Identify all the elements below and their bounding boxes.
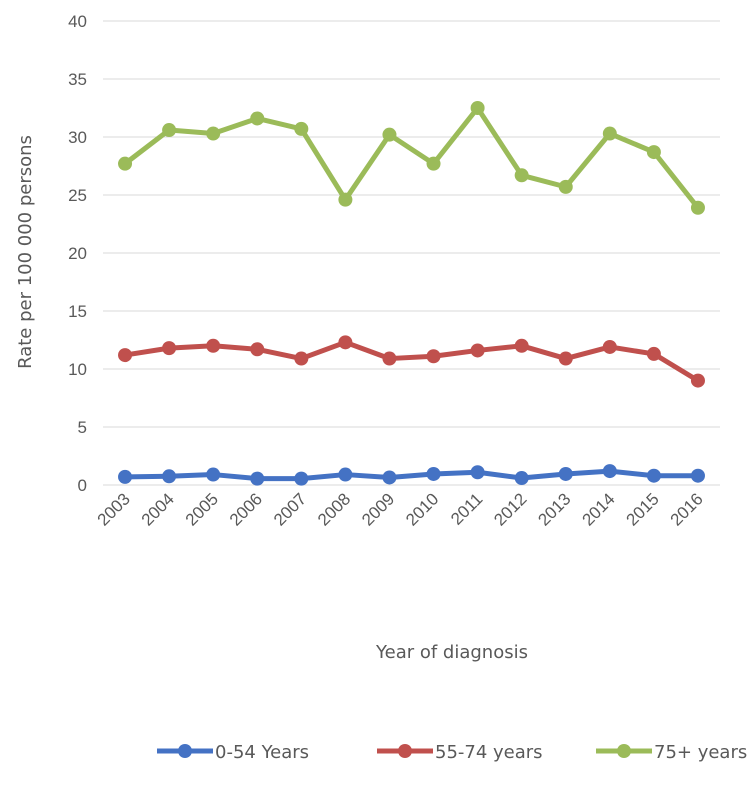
legend-item: 55-74 years bbox=[377, 742, 543, 763]
x-tick-label: 2007 bbox=[270, 489, 310, 529]
x-axis-title: Year of diagnosis bbox=[375, 642, 528, 663]
data-point bbox=[382, 127, 397, 142]
x-tick-label: 2008 bbox=[314, 489, 354, 529]
data-point bbox=[294, 351, 309, 366]
x-tick-label: 2016 bbox=[667, 489, 707, 529]
series-1 bbox=[118, 464, 705, 486]
gridlines bbox=[103, 20, 720, 428]
data-point bbox=[426, 466, 441, 481]
y-tick-label: 35 bbox=[68, 70, 87, 89]
data-point bbox=[514, 168, 529, 183]
data-point bbox=[382, 351, 397, 366]
data-point bbox=[162, 469, 177, 484]
y-tick-label: 5 bbox=[78, 418, 87, 437]
data-point bbox=[470, 101, 485, 115]
data-point bbox=[558, 179, 573, 194]
x-tick-label: 2010 bbox=[402, 489, 442, 529]
data-point bbox=[690, 373, 705, 388]
data-point bbox=[206, 467, 221, 482]
series-2 bbox=[118, 335, 705, 388]
data-point bbox=[690, 200, 705, 215]
data-point bbox=[602, 339, 617, 354]
data-point bbox=[338, 335, 353, 350]
data-point bbox=[646, 346, 661, 361]
y-tick-label: 40 bbox=[68, 12, 87, 31]
x-tick-label: 2004 bbox=[138, 489, 178, 529]
data-point bbox=[338, 467, 353, 482]
data-point bbox=[206, 126, 221, 141]
y-tick-label: 15 bbox=[68, 302, 87, 321]
legend-swatch-marker bbox=[398, 744, 412, 758]
legend-swatch-marker bbox=[617, 744, 631, 758]
data-point bbox=[558, 466, 573, 481]
y-tick-label: 0 bbox=[78, 476, 87, 495]
data-point bbox=[646, 145, 661, 160]
legend-label: 0-54 Years bbox=[215, 742, 309, 763]
data-point bbox=[426, 156, 441, 171]
data-point bbox=[162, 123, 177, 138]
data-point bbox=[690, 468, 705, 483]
data-point bbox=[470, 343, 485, 358]
x-tick-label: 2005 bbox=[182, 489, 222, 529]
x-tick-label: 2012 bbox=[490, 489, 530, 529]
data-point bbox=[250, 471, 265, 486]
legend-label: 55-74 years bbox=[435, 742, 543, 763]
y-tick-label: 30 bbox=[68, 128, 87, 147]
data-point bbox=[514, 471, 529, 486]
series-3 bbox=[118, 101, 705, 215]
y-axis-title: Rate per 100 000 persons bbox=[15, 135, 36, 369]
y-axis-ticks: 0 5 10 15 20 25 30 35 40 bbox=[68, 12, 87, 495]
data-point bbox=[294, 121, 309, 136]
data-point bbox=[470, 465, 485, 480]
data-point bbox=[646, 468, 661, 483]
series-line bbox=[122, 105, 701, 211]
data-point bbox=[602, 464, 617, 479]
data-point bbox=[338, 192, 353, 207]
y-tick-label: 10 bbox=[68, 360, 87, 379]
series-line bbox=[122, 339, 701, 384]
series-group bbox=[118, 101, 705, 486]
data-point bbox=[602, 126, 617, 141]
data-point bbox=[118, 469, 133, 484]
y-tick-label: 20 bbox=[68, 244, 87, 263]
data-point bbox=[118, 156, 133, 171]
x-tick-label: 2014 bbox=[578, 489, 618, 529]
y-tick-label: 25 bbox=[68, 186, 87, 205]
data-point bbox=[250, 342, 265, 357]
legend: 0-54 Years 55-74 years 75+ years bbox=[157, 742, 747, 763]
x-tick-label: 2006 bbox=[226, 489, 266, 529]
legend-item: 0-54 Years bbox=[157, 742, 309, 763]
series-line bbox=[122, 468, 701, 482]
data-point bbox=[426, 349, 441, 364]
data-point bbox=[250, 111, 265, 126]
x-tick-label: 2011 bbox=[447, 489, 486, 528]
x-tick-label: 2009 bbox=[358, 489, 398, 529]
x-tick-label: 2003 bbox=[94, 489, 134, 529]
data-point bbox=[382, 470, 397, 485]
data-point bbox=[514, 338, 529, 353]
data-point bbox=[558, 351, 573, 366]
x-tick-label: 2013 bbox=[534, 489, 574, 529]
x-tick-label: 2015 bbox=[623, 489, 663, 529]
x-axis-ticks: 2003 2004 2005 2006 2007 2008 2009 2010 2011 2012… bbox=[94, 489, 707, 529]
data-point bbox=[294, 471, 309, 486]
legend-item: 75+ years bbox=[596, 742, 747, 763]
legend-swatch-marker bbox=[178, 744, 192, 758]
data-point bbox=[118, 348, 133, 363]
data-point bbox=[162, 341, 177, 356]
data-point bbox=[206, 338, 221, 353]
legend-label: 75+ years bbox=[654, 742, 747, 763]
